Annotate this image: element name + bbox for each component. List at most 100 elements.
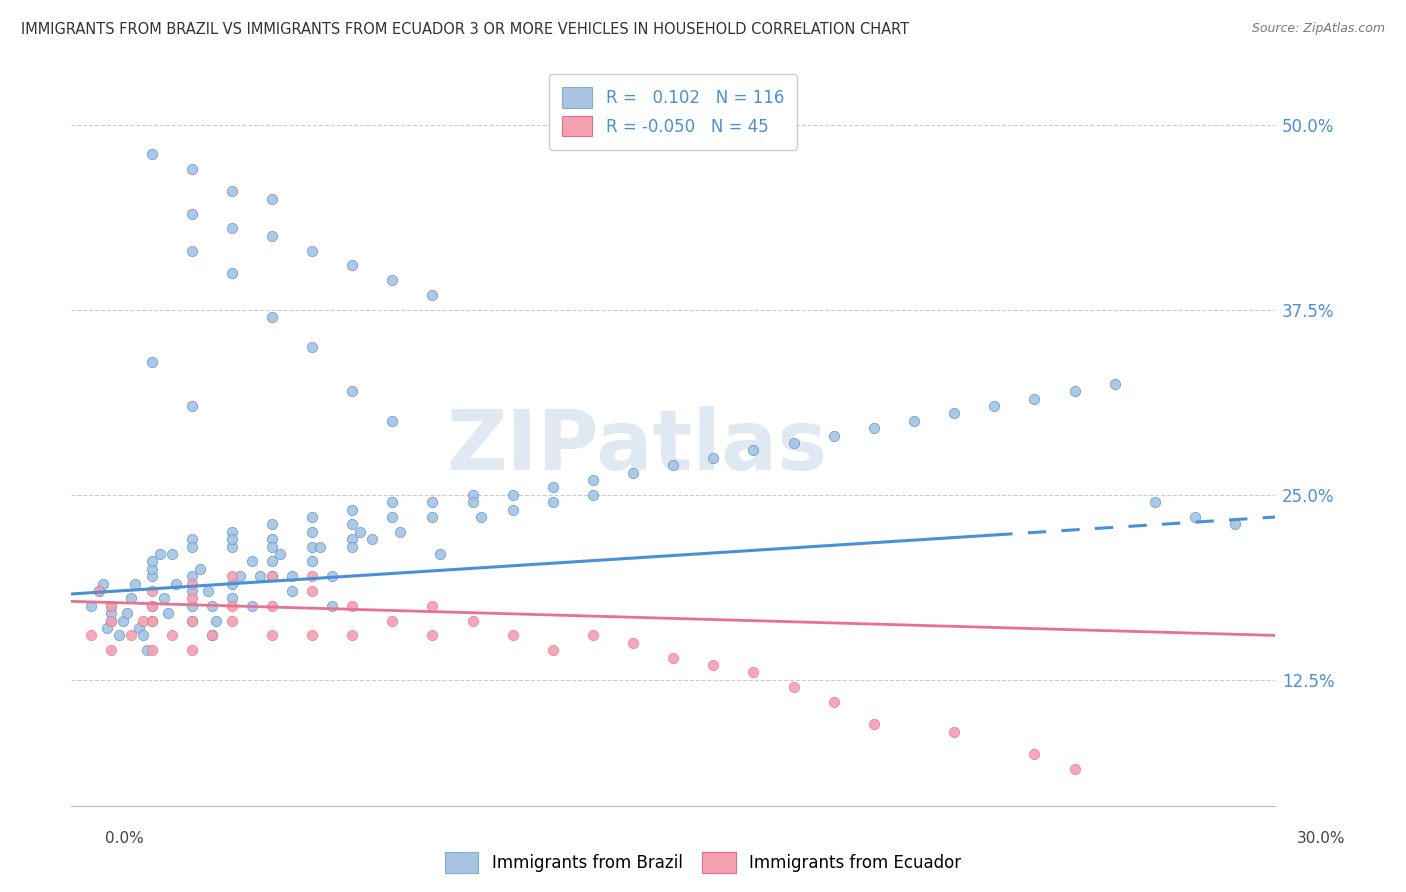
Point <box>204 614 226 628</box>
Point <box>461 488 484 502</box>
Point <box>823 428 845 442</box>
Point <box>470 510 492 524</box>
Point <box>148 547 170 561</box>
Point <box>201 628 224 642</box>
Point <box>260 517 283 532</box>
Point <box>301 524 323 539</box>
Point <box>502 628 524 642</box>
Point <box>260 533 283 547</box>
Point <box>502 502 524 516</box>
Text: Source: ZipAtlas.com: Source: ZipAtlas.com <box>1251 22 1385 36</box>
Point <box>221 221 243 235</box>
Point <box>863 421 886 435</box>
Point <box>141 554 163 568</box>
Point <box>80 628 103 642</box>
Legend: R =   0.102   N = 116, R = -0.050   N = 45: R = 0.102 N = 116, R = -0.050 N = 45 <box>548 74 797 150</box>
Point <box>281 569 304 583</box>
Point <box>141 354 163 368</box>
Point <box>381 273 404 287</box>
Point <box>197 584 219 599</box>
Point <box>702 658 724 673</box>
Point <box>301 540 323 554</box>
Point <box>1223 517 1246 532</box>
Point <box>269 547 291 561</box>
Point <box>80 599 103 613</box>
Point <box>541 480 564 494</box>
Point <box>260 540 283 554</box>
Point <box>128 621 150 635</box>
Point <box>1024 392 1046 406</box>
Point <box>165 576 187 591</box>
Point <box>863 717 886 731</box>
Point <box>1143 495 1166 509</box>
Point <box>124 576 146 591</box>
Point <box>582 628 605 642</box>
Point <box>136 643 159 657</box>
Point <box>108 628 131 642</box>
Point <box>1024 747 1046 761</box>
Point <box>422 628 444 642</box>
Point <box>662 650 685 665</box>
Point <box>301 510 323 524</box>
Point <box>422 495 444 509</box>
Point <box>100 614 122 628</box>
Point <box>260 310 283 325</box>
Point <box>221 614 243 628</box>
Point <box>582 488 605 502</box>
Point <box>141 599 163 613</box>
Text: 30.0%: 30.0% <box>1298 831 1346 847</box>
Point <box>221 266 243 280</box>
Point <box>180 584 202 599</box>
Point <box>340 599 363 613</box>
Point <box>180 206 202 220</box>
Point <box>117 606 139 620</box>
Point <box>180 614 202 628</box>
Point <box>1063 384 1085 399</box>
Point <box>141 599 163 613</box>
Point <box>180 162 202 177</box>
Point <box>662 458 685 473</box>
Point <box>340 517 363 532</box>
Point <box>381 495 404 509</box>
Point <box>141 569 163 583</box>
Point <box>349 524 371 539</box>
Point <box>201 599 224 613</box>
Point <box>782 680 804 694</box>
Point <box>160 547 183 561</box>
Point <box>180 576 202 591</box>
Point <box>221 540 243 554</box>
Point <box>180 599 202 613</box>
Point <box>201 628 224 642</box>
Point <box>541 643 564 657</box>
Point <box>141 584 163 599</box>
Point <box>188 562 211 576</box>
Point <box>180 643 202 657</box>
Point <box>141 147 163 161</box>
Point <box>240 554 263 568</box>
Point <box>381 414 404 428</box>
Point <box>132 628 155 642</box>
Point <box>903 414 925 428</box>
Point <box>180 399 202 413</box>
Point <box>221 185 243 199</box>
Point <box>340 502 363 516</box>
Point <box>152 591 174 606</box>
Text: ZIPatlas: ZIPatlas <box>447 406 828 487</box>
Point <box>141 614 163 628</box>
Point <box>309 540 332 554</box>
Point <box>132 614 155 628</box>
Point <box>1063 762 1085 776</box>
Text: IMMIGRANTS FROM BRAZIL VS IMMIGRANTS FROM ECUADOR 3 OR MORE VEHICLES IN HOUSEHOL: IMMIGRANTS FROM BRAZIL VS IMMIGRANTS FRO… <box>21 22 910 37</box>
Point <box>260 569 283 583</box>
Point <box>361 533 384 547</box>
Point <box>260 228 283 243</box>
Point <box>180 533 202 547</box>
Point <box>89 584 111 599</box>
Point <box>260 192 283 206</box>
Point <box>742 665 765 680</box>
Point <box>249 569 271 583</box>
Point <box>301 244 323 258</box>
Point <box>156 606 179 620</box>
Point <box>221 599 243 613</box>
Point <box>381 614 404 628</box>
